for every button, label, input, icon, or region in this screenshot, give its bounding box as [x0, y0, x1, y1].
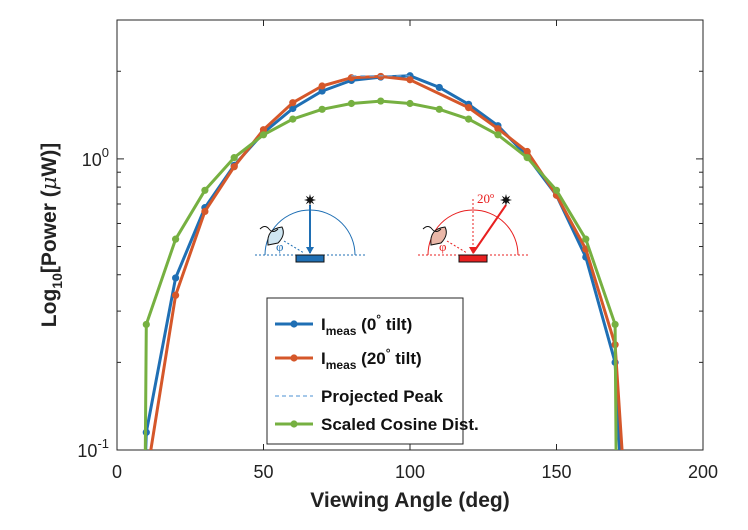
x-tick-label-3: 150 [541, 462, 571, 482]
x-tick-label-2: 100 [395, 462, 425, 482]
x-tick-label-1: 50 [253, 462, 273, 482]
series-3-point-7 [318, 105, 326, 113]
legend-marker-1 [290, 354, 298, 362]
series-3-point-13 [494, 131, 502, 139]
series-0-point-11 [435, 83, 443, 92]
series-0-point-7 [318, 87, 326, 95]
series-3-point-4 [230, 154, 238, 162]
legend-label-1: Imeas (20° tilt) [321, 346, 422, 372]
series-3-point-6 [289, 115, 297, 123]
x-tick-label-4: 200 [688, 462, 718, 482]
series-3-point-11 [435, 105, 443, 113]
star-icon [304, 194, 316, 206]
series-1-point-3 [230, 163, 238, 171]
series-3-point-9 [377, 97, 385, 105]
series-1-point-8 [377, 72, 385, 81]
y-tick-label-1: 10-1 [77, 436, 109, 461]
legend-marker-3 [290, 420, 298, 428]
legend-marker-0 [290, 320, 298, 328]
x-tick-label-0: 0 [112, 462, 122, 482]
series-0-point-2 [172, 274, 180, 282]
inset-arrow-head [306, 247, 314, 254]
series-1-point-6 [318, 82, 326, 90]
legend-box [266, 297, 464, 445]
series-3-point-1 [142, 320, 150, 329]
series-3-point-16 [582, 235, 590, 243]
series-1-point-5 [289, 99, 297, 107]
series-1-point-11 [494, 125, 502, 133]
series-3-point-3 [201, 186, 209, 194]
series-group [142, 72, 624, 450]
series-3-point-12 [465, 115, 473, 123]
plot-area: 0 50 100 150 200 100 10-1 Viewing Angle (deg) Lo… [37, 19, 718, 512]
inset-source-rect [458, 254, 488, 263]
series-3-point-10 [406, 99, 414, 108]
inset-source-rect [295, 254, 325, 263]
series-1-point-10 [465, 104, 473, 112]
inset-angle-ray [283, 240, 305, 254]
inset-phi: φ [439, 239, 447, 254]
inset-arrow-head [469, 247, 477, 254]
series-3-point-8 [347, 99, 355, 108]
series-3-point-15 [552, 186, 561, 194]
inset-phi: φ [276, 239, 284, 254]
series-0-point-6 [289, 104, 297, 113]
legend-label-2: Projected Peak [321, 387, 443, 406]
eyebrow-icon [259, 226, 279, 232]
series-1-point-12 [523, 147, 531, 156]
series-3-point-2 [172, 235, 180, 243]
inset-beam [472, 204, 507, 254]
series-3-point-5 [259, 131, 268, 139]
eyebrow-icon [422, 226, 442, 232]
inset-0deg-tilt: φ [255, 194, 367, 263]
series-1-point-4 [259, 126, 268, 134]
legend-label-3: Scaled Cosine Dist. [321, 415, 479, 434]
series-1-point-1 [172, 291, 180, 299]
series-1-point-2 [201, 207, 209, 216]
series-1-point-9 [406, 76, 414, 84]
y-tick-label-0: 100 [82, 145, 109, 170]
series-3-point-17 [611, 320, 619, 329]
x-axis-title: Viewing Angle (deg) [310, 489, 510, 512]
inset-20deg-tilt: φ 20º [418, 191, 530, 263]
star-icon [500, 194, 512, 206]
y-axis-title: Log10[Power (μW)] [37, 143, 65, 327]
legend-label-0: Imeas (0° tilt) [321, 312, 412, 338]
inset-tilt-label: 20º [477, 191, 494, 206]
series-3-point-14 [523, 154, 531, 162]
inset-angle-ray [446, 240, 468, 254]
